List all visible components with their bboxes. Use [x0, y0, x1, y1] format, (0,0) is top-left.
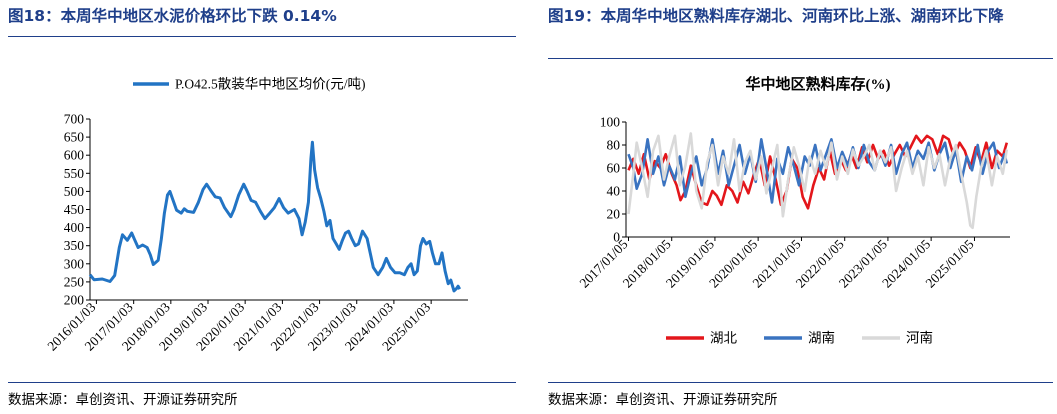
left-y-tick-label: 200: [64, 293, 85, 308]
left-series-line-1: [88, 140, 462, 293]
left-y-tick-label: 550: [64, 166, 85, 181]
right-y-tick-label: 40: [607, 184, 621, 199]
right-y-tick-label: 0: [613, 230, 620, 245]
left-y-tick-label: 450: [64, 202, 85, 217]
right-source-rule: [548, 382, 1053, 383]
right-series-line-1: [627, 134, 1009, 210]
left-line-chart: 2002503003504004505005506006507002016/01…: [44, 77, 468, 354]
left-y-tick-label: 250: [64, 274, 85, 289]
right-figure-title: 图19：本周华中地区熟料库存湖北、河南环比上涨、湖南环比下降: [548, 7, 1004, 25]
right-series-line-3: [627, 132, 1009, 230]
right-legend-label-2: 湖南: [808, 331, 835, 346]
left-y-tick-label: 400: [64, 220, 85, 235]
left-y-tick-label: 600: [64, 148, 85, 163]
left-y-tick-label: 650: [64, 130, 85, 145]
left-y-tick-label: 700: [64, 112, 85, 127]
left-source-rule: [8, 382, 516, 383]
right-x-tick-label: 2025/01/05: [922, 236, 976, 290]
right-y-tick-label: 80: [607, 138, 621, 153]
right-figure-panel: 图19：本周华中地区熟料库存湖北、河南环比上涨、湖南环比下降 华中地区熟料库存(…: [540, 0, 1057, 414]
left-legend-label-1: P.O42.5散装华中地区均价(元/吨): [175, 77, 366, 92]
right-chart-title: 华中地区熟料库存(%): [746, 75, 891, 93]
right-line-chart: 华中地区熟料库存(%)0204060801002017/01/052018/01…: [577, 75, 1010, 346]
left-source-note: 数据来源：卓创资讯、开源证券研究所: [8, 392, 238, 408]
right-title-rule: [548, 58, 1053, 59]
left-figure-title: 图18：本周华中地区水泥价格环比下跌 0.14%: [8, 7, 337, 25]
left-title-rule: [8, 36, 516, 37]
right-source-note: 数据来源：卓创资讯、开源证券研究所: [548, 392, 778, 408]
right-y-tick-label: 60: [607, 161, 621, 176]
right-legend-label-1: 湖北: [710, 331, 738, 346]
left-y-tick-label: 500: [64, 184, 85, 199]
left-y-tick-label: 300: [64, 256, 85, 271]
right-y-tick-label: 100: [600, 115, 621, 130]
right-y-tick-label: 20: [607, 207, 621, 222]
left-y-tick-label: 350: [64, 238, 85, 253]
right-legend-label-3: 河南: [906, 331, 933, 346]
left-figure-panel: 图18：本周华中地区水泥价格环比下跌 0.14% 200 250 300 350 400…: [0, 0, 520, 414]
